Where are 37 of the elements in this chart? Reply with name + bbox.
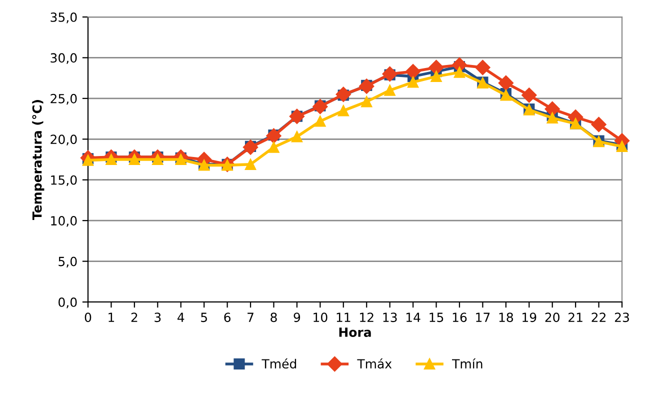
y-tick-label: 35,0 <box>50 12 77 24</box>
x-tick-label: 11 <box>336 312 350 322</box>
x-tick-label: 17 <box>476 312 490 322</box>
y-tick-label: 30,0 <box>50 53 77 64</box>
x-tick-label: 9 <box>294 312 300 322</box>
x-tick-label: 15 <box>430 312 444 322</box>
x-tick-label: 21 <box>568 312 582 322</box>
x-tick-label: 18 <box>499 312 514 322</box>
x-tick-label: 7 <box>248 312 254 322</box>
x-tick-label: 0 <box>84 312 92 322</box>
legend-label: Tmín <box>452 358 482 368</box>
y-tick-label: 0,0 <box>58 297 77 308</box>
y-axis-title: Temperatura (°C) <box>32 100 44 220</box>
x-tick-label: 23 <box>614 312 629 322</box>
legend-label: Tméd <box>262 358 296 369</box>
x-tick-label: 6 <box>224 312 230 322</box>
y-tick-label: 15,0 <box>51 175 77 186</box>
x-tick-label: 19 <box>522 312 536 322</box>
x-tick-label: 3 <box>154 312 161 322</box>
x-axis-title: Hora <box>339 328 371 337</box>
x-tick-label: 1 <box>108 312 114 322</box>
x-tick-label: 14 <box>406 312 420 322</box>
x-tick-label: 5 <box>201 312 207 322</box>
y-tick-label: 25,0 <box>50 94 77 105</box>
x-tick-label: 12 <box>360 312 374 322</box>
y-tick-label: 20,0 <box>50 134 77 146</box>
x-tick-label: 4 <box>178 312 184 322</box>
x-tick-label: 10 <box>314 312 328 322</box>
x-tick-label: 2 <box>131 312 138 322</box>
y-tick-label: 10,0 <box>51 216 77 227</box>
x-tick-label: 20 <box>545 312 560 322</box>
x-tick-label: 16 <box>452 312 467 322</box>
x-tick-label: 22 <box>592 312 606 322</box>
legend-label: Tmáx <box>357 358 392 369</box>
x-tick-label: 8 <box>270 312 277 322</box>
x-tick-label: 13 <box>383 312 397 322</box>
y-tick-label: 5,0 <box>58 256 77 268</box>
